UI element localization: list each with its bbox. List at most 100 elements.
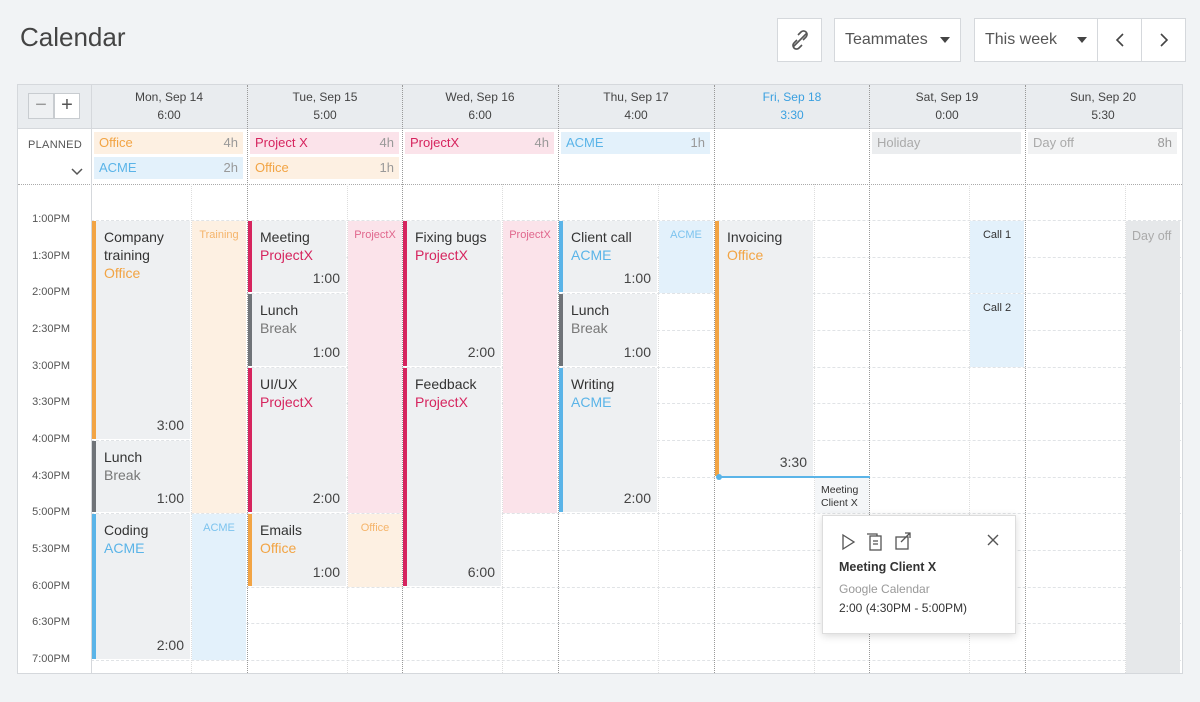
- event-duration: 2:00: [467, 343, 495, 360]
- event-project: ACME: [571, 393, 612, 410]
- caret: [1077, 37, 1087, 43]
- event-name: Company training: [104, 229, 164, 263]
- popup-close[interactable]: [985, 532, 1001, 548]
- day-label: Mon, Sep 14: [134, 90, 204, 104]
- sub-divider: [347, 184, 348, 673]
- event-duration: 1:00: [312, 343, 340, 360]
- caret: [940, 37, 950, 43]
- day-divider: [714, 85, 715, 673]
- event-name: Feedback: [415, 375, 477, 392]
- event-title: Feedback ProjectX: [415, 375, 495, 412]
- planned-name: Office: [255, 160, 289, 175]
- event-project: ProjectX: [260, 393, 313, 410]
- event-title: Lunch Break: [104, 448, 184, 485]
- sync-icon: [791, 30, 808, 50]
- event-accent: [248, 514, 252, 586]
- event-block[interactable]: Feedback ProjectX 6:00: [403, 367, 501, 586]
- event-block[interactable]: Writing ACME 2:00: [559, 367, 657, 513]
- teammates-dropdown[interactable]: Teammates: [834, 18, 961, 62]
- action-icons[interactable]: [839, 532, 919, 552]
- sub-divider: [814, 184, 815, 673]
- planned-hours: 2h: [223, 160, 238, 175]
- event-name: Meeting: [260, 229, 310, 245]
- event-block[interactable]: Lunch Break 1:00: [559, 294, 657, 366]
- event-accent: [559, 367, 563, 513]
- day-total: 4:00: [624, 108, 648, 122]
- event-block[interactable]: Fixing bugs ProjectX 2:00: [403, 221, 501, 366]
- event-duration: 1:00: [623, 270, 651, 287]
- zoom-out[interactable]: −: [28, 93, 54, 119]
- day-total: 6:00: [468, 108, 492, 122]
- event-accent: [403, 367, 407, 586]
- event-name: Coding: [104, 522, 149, 539]
- day-total: 5:00: [313, 108, 337, 122]
- time-grid-line: [91, 586, 1181, 588]
- planned-item: ProjectX 4h: [405, 132, 554, 154]
- next-button[interactable]: [1141, 18, 1186, 62]
- time-grid-line: [91, 366, 1181, 368]
- event-block[interactable]: Client call ACME 1:00: [559, 221, 657, 293]
- popup-detail: 2:00 (4:30PM - 5:00PM): [839, 601, 968, 615]
- time-grid-line: [91, 660, 1181, 662]
- planned-hours: 4h: [223, 135, 238, 150]
- event-block[interactable]: Invoicing Office 3:30: [715, 221, 813, 476]
- planned-item: ACME 1h: [561, 132, 710, 154]
- event-name: Client call: [571, 229, 632, 245]
- close-icon: [987, 534, 999, 546]
- current-time-line: [718, 475, 870, 478]
- event-title: Client call ACME: [571, 228, 651, 265]
- event-accent: [559, 221, 563, 293]
- event-name: Lunch: [104, 449, 143, 466]
- planned-divider: [18, 184, 1182, 185]
- sub-divider: [502, 184, 503, 673]
- time-grid-line: [91, 623, 1181, 625]
- event-name: Emails: [260, 522, 303, 539]
- side-block: ProjectX: [348, 221, 402, 514]
- zoom-in[interactable]: +: [54, 93, 80, 119]
- event-name: UI/UX: [260, 375, 298, 392]
- event-popup: Meeting Client X Google Calendar 2:00 (4:3…: [822, 515, 1016, 634]
- event-title: Writing ACME: [571, 375, 651, 412]
- event-project: Office: [260, 540, 297, 557]
- day-divider: [247, 85, 248, 673]
- event-block[interactable]: Company training Office 3:00: [92, 221, 190, 440]
- header-band: [18, 85, 1182, 129]
- event-accent: [559, 294, 563, 366]
- event-block[interactable]: Lunch Break 1:00: [92, 441, 190, 513]
- teammates-label: Teammates: [845, 31, 928, 48]
- day-label: Sun, Sep 20: [1069, 90, 1137, 104]
- event-accent: [715, 221, 719, 476]
- sync-button[interactable]: [777, 18, 822, 62]
- planned-item: Office 1h: [250, 157, 399, 179]
- event-duration: 1:00: [312, 270, 340, 287]
- prev-button[interactable]: [1097, 18, 1142, 62]
- planned-item: Project X 4h: [250, 132, 399, 154]
- time-label: 4:00PM: [32, 433, 70, 446]
- event-block[interactable]: Coding ACME 2:00: [92, 514, 190, 660]
- event-title: Fixing bugs ProjectX: [415, 228, 495, 265]
- event-block[interactable]: UI/UX ProjectX 2:00: [248, 367, 346, 513]
- range-label: This week: [985, 31, 1058, 48]
- event-accent: [248, 221, 252, 293]
- planned-item: Holiday: [872, 132, 1021, 154]
- sub-divider: [658, 184, 659, 673]
- event-duration: 2:00: [156, 637, 184, 654]
- current-time-dot: [716, 473, 722, 480]
- range-dropdown[interactable]: This week: [974, 18, 1098, 62]
- event-duration: 3:00: [156, 417, 184, 434]
- time-grid-line: [91, 513, 1181, 515]
- time-grid-line: [91, 550, 1181, 552]
- event-name: Lunch: [260, 302, 299, 319]
- event-block[interactable]: Meeting ProjectX 1:00: [248, 221, 346, 293]
- event-duration: 6:00: [467, 563, 495, 580]
- time-label: 6:00PM: [32, 579, 70, 592]
- event-block[interactable]: Lunch Break 1:00: [248, 294, 346, 366]
- event-accent: [248, 294, 252, 366]
- event-duration: 1:00: [623, 343, 651, 360]
- event-block[interactable]: Emails Office 1:00: [248, 514, 346, 586]
- planned-hours: 1h: [379, 160, 394, 175]
- popup-source: Google Calendar: [839, 582, 930, 596]
- time-label: 5:30PM: [32, 543, 70, 556]
- event-accent: [92, 221, 96, 440]
